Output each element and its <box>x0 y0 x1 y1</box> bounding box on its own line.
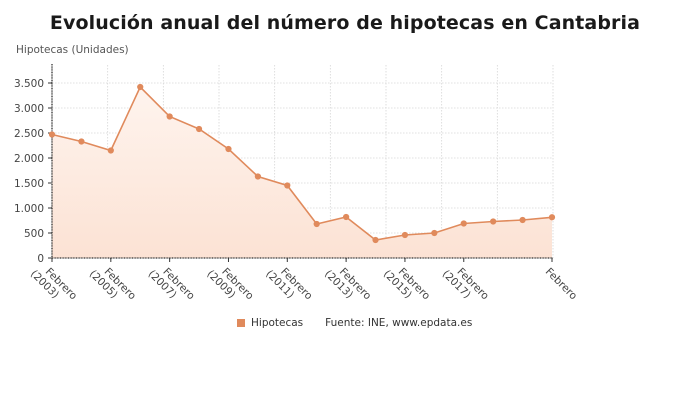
svg-text:500: 500 <box>24 228 44 240</box>
svg-text:2.000: 2.000 <box>14 153 44 165</box>
svg-text:Febrero: Febrero <box>543 266 580 303</box>
svg-text:3.000: 3.000 <box>14 103 44 115</box>
source-note: Fuente: INE, www.epdata.es <box>325 317 473 329</box>
svg-text:3.500: 3.500 <box>14 78 44 90</box>
svg-text:1.000: 1.000 <box>14 203 44 215</box>
x-axis-ticks: Febrero(2003) Febrero(2005) Febrero(2007) F… <box>28 258 580 303</box>
chart-title: Evolución anual del número de hipotecas … <box>49 12 641 34</box>
legend-item-hipotecas: Hipotecas <box>251 317 304 329</box>
legend: Hipotecas Fuente: INE, www.epdata.es <box>237 317 472 329</box>
area-fill <box>52 87 552 258</box>
data-point-markers <box>48 83 556 244</box>
y-axis-label: Hipotecas (Unidades) <box>16 44 129 56</box>
y-axis-ticks: 0 500 1.000 1.500 2.000 2.500 3.000 3.500 <box>14 78 52 265</box>
series-line-hipotecas <box>51 85 553 241</box>
svg-text:0: 0 <box>37 253 44 265</box>
legend-swatch-hipotecas <box>237 319 245 327</box>
svg-text:2.500: 2.500 <box>14 128 44 140</box>
svg-text:1.500: 1.500 <box>14 178 44 190</box>
